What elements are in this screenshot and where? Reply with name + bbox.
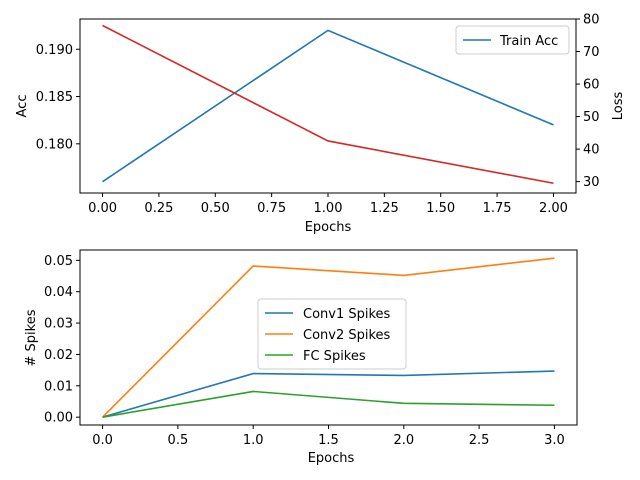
bottom-x-tick-label: 1.0 [243, 433, 264, 448]
legend-label-train-acc: Train Acc [499, 34, 558, 49]
top-x-axis-label: Epochs [305, 220, 352, 235]
top-x-tick-label: 2.00 [539, 201, 568, 216]
top-series-lines [102, 24, 554, 185]
top-y-tick-label: 0.185 [36, 90, 73, 105]
top-y2-axis-label: Loss [611, 92, 626, 121]
top-y-ticks: 0.180 0.185 0.190 [36, 43, 80, 152]
top-subplot: 0.00 0.25 0.50 0.75 1.00 1.25 1.50 1.75 2.00 0.1… [15, 13, 626, 236]
top-x-tick-label: 0.75 [257, 201, 286, 216]
bottom-y-tick-label: 0.00 [44, 411, 73, 426]
top-x-tick-label: 1.25 [370, 201, 399, 216]
top-x-tick-label: 0.25 [144, 201, 173, 216]
top-y2-tick-label: 30 [583, 175, 600, 190]
bottom-y-tick-label: 0.04 [44, 285, 73, 300]
bottom-y-tick-label: 0.01 [44, 379, 73, 394]
top-x-tick-label: 0.00 [88, 201, 117, 216]
bottom-x-tick-label: 0.0 [92, 433, 113, 448]
bottom-series-lines [102, 257, 555, 418]
legend-label-conv2: Conv2 Spikes [303, 328, 391, 343]
top-x-tick-label: 1.50 [426, 201, 455, 216]
bottom-line-fc-spikes [102, 390, 555, 418]
top-y2-ticks: 30 40 50 60 70 80 [576, 13, 600, 190]
bottom-x-tick-label: 3.0 [544, 433, 565, 448]
top-x-tick-label: 1.00 [314, 201, 343, 216]
legend-label-conv1: Conv1 Spikes [303, 307, 391, 322]
top-y-tick-label: 0.180 [36, 137, 73, 152]
top-y2-tick-label: 80 [583, 13, 600, 28]
bottom-y-ticks: 0.00 0.01 0.02 0.03 0.04 0.05 [44, 254, 80, 426]
legend-label-fc: FC Spikes [303, 349, 366, 364]
top-legend-box [455, 25, 570, 55]
top-x-ticks: 0.00 0.25 0.50 0.75 1.00 1.25 1.50 1.75 2.00 [88, 193, 568, 216]
bottom-subplot: 0.0 0.5 1.0 1.5 2.0 2.5 3.0 0.000.010.020.030.… [24, 249, 578, 466]
top-y2-tick-label: 60 [583, 78, 600, 93]
bottom-x-ticks: 0.0 0.5 1.0 1.5 2.0 2.5 3.0 [92, 425, 565, 448]
top-x-tick-label: 0.50 [201, 201, 230, 216]
bottom-x-axis-label: Epochs [308, 451, 355, 466]
bottom-x-tick-label: 1.5 [318, 433, 339, 448]
bottom-x-tick-label: 2.0 [393, 433, 414, 448]
bottom-y-axis-label: # Spikes [24, 309, 39, 366]
top-x-tick-label: 1.75 [483, 201, 512, 216]
bottom-line-conv1-spikes [102, 370, 555, 418]
top-y2-tick-label: 50 [583, 110, 600, 125]
bottom-y-tick-label: 0.02 [44, 348, 73, 363]
bottom-y-tick-label: 0.03 [44, 317, 73, 332]
bottom-legend-box [257, 298, 407, 370]
bottom-x-tick-label: 0.5 [168, 433, 189, 448]
top-y-tick-label: 0.190 [36, 43, 73, 58]
bottom-line-conv2-spikes [102, 257, 555, 418]
bottom-legend: Conv1 Spikes Conv2 Spikes FC Spikes [257, 298, 407, 370]
top-y-axis-label: Acc [15, 95, 30, 118]
bottom-y-tick-label: 0.05 [44, 254, 73, 269]
top-y2-tick-label: 40 [583, 143, 600, 158]
top-legend: Train Acc [455, 25, 570, 55]
top-y2-tick-label: 70 [583, 45, 600, 60]
bottom-x-tick-label: 2.5 [469, 433, 490, 448]
